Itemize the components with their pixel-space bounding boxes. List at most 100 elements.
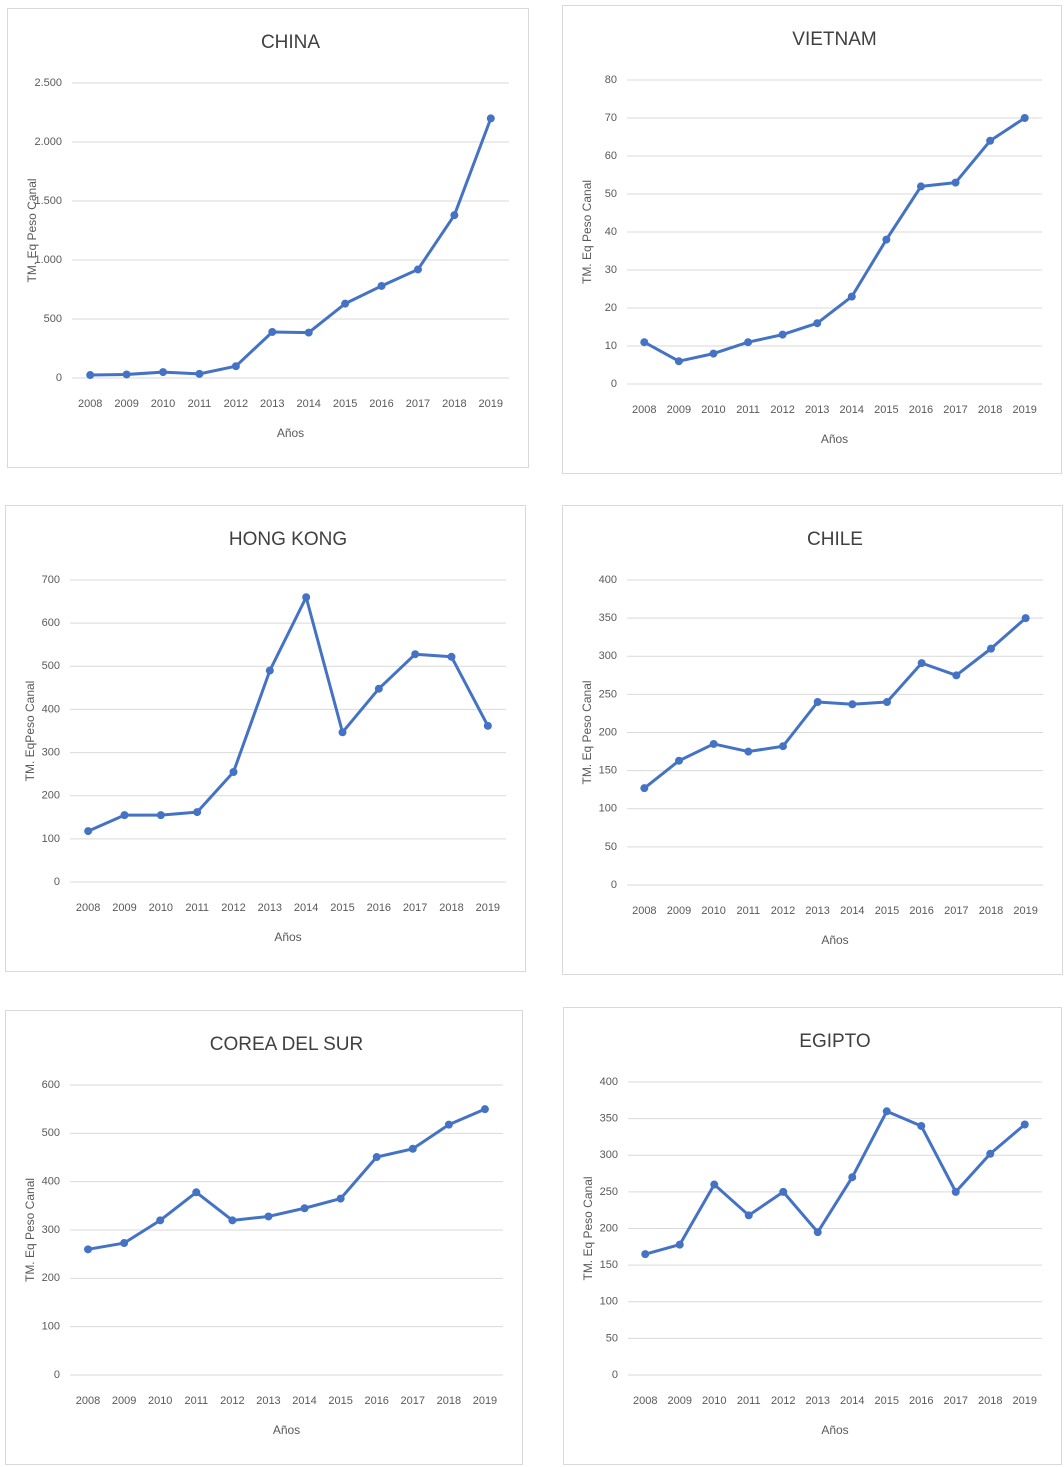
- chart-title: COREA DEL SUR: [210, 1034, 363, 1055]
- chart-title: EGIPTO: [799, 1031, 870, 1052]
- chart-panel: COREA DEL SUR 0 100 200 300 400 500 600 TM. Eq P…: [5, 1010, 523, 1465]
- x-tick-label: 2018: [978, 1395, 1002, 1407]
- chart-panel: CHILE 0 50 100 150 200 250 300 350 400 TM. Eq Peso…: [562, 505, 1063, 975]
- marker: [674, 357, 683, 366]
- y-tick-label: 50: [606, 1332, 618, 1344]
- x-tick-label: 2013: [258, 902, 282, 914]
- marker: [159, 368, 168, 377]
- marker: [84, 827, 93, 836]
- y-tick-label: 200: [600, 1222, 618, 1234]
- x-tick-label: 2013: [256, 1395, 280, 1407]
- y-tick-label: 400: [600, 1076, 618, 1088]
- y-axis-title: TM. EqPeso Canal: [23, 681, 37, 782]
- marker: [374, 684, 383, 693]
- marker: [84, 1245, 93, 1254]
- x-tick-label: 2009: [668, 1395, 692, 1407]
- y-tick-label: 80: [605, 74, 617, 86]
- y-tick-label: 30: [605, 264, 617, 276]
- marker: [408, 1144, 417, 1153]
- x-tick-label: 2014: [296, 398, 320, 410]
- x-tick-label: 2015: [328, 1395, 352, 1407]
- y-tick-label: 350: [600, 1113, 618, 1125]
- x-tick-label: 2011: [188, 398, 212, 410]
- marker: [447, 652, 456, 661]
- panel-border: [7, 8, 529, 468]
- marker: [480, 1105, 489, 1114]
- x-tick-label: 2019: [1013, 905, 1037, 917]
- marker: [641, 1250, 650, 1259]
- y-tick-label: 0: [56, 372, 62, 384]
- x-tick-label: 2014: [292, 1395, 316, 1407]
- marker: [411, 650, 420, 659]
- marker: [413, 265, 422, 274]
- x-tick-label: 2011: [737, 905, 761, 917]
- y-tick-label: 200: [42, 790, 60, 802]
- marker: [120, 811, 129, 820]
- x-tick-label: 2017: [944, 1395, 968, 1407]
- chart-title: HONG KONG: [229, 529, 347, 550]
- x-tick-label: 2016: [909, 905, 933, 917]
- x-tick-label: 2014: [840, 404, 864, 416]
- x-axis-title: Años: [277, 426, 304, 440]
- x-tick-label: 2009: [114, 398, 138, 410]
- x-tick-label: 2017: [944, 905, 968, 917]
- marker: [229, 767, 238, 776]
- y-tick-label: 400: [599, 574, 617, 586]
- y-tick-label: 100: [600, 1296, 618, 1308]
- x-tick-label: 2018: [439, 902, 463, 914]
- chart-title: CHILE: [807, 529, 863, 550]
- x-tick-label: 2018: [979, 905, 1003, 917]
- marker: [917, 1121, 926, 1130]
- line: [644, 1109, 1026, 1256]
- marker: [372, 1153, 381, 1162]
- marker: [192, 1188, 201, 1197]
- marker: [1020, 1120, 1029, 1129]
- marker: [265, 666, 274, 675]
- marker: [813, 698, 822, 706]
- x-tick-label: 2019: [473, 1395, 497, 1407]
- x-tick-label: 2016: [909, 1395, 933, 1407]
- marker: [710, 1180, 719, 1189]
- line: [643, 116, 1026, 363]
- chart-title: CHINA: [261, 32, 320, 53]
- marker: [1021, 614, 1030, 623]
- marker: [917, 659, 926, 668]
- x-tick-label: 2009: [667, 905, 691, 917]
- x-tick-label: 2012: [770, 404, 794, 416]
- y-tick-label: 1.000: [34, 254, 62, 266]
- x-tick-label: 2015: [875, 1395, 899, 1407]
- panel-border: [5, 505, 526, 972]
- marker: [444, 1120, 453, 1129]
- x-tick-label: 2008: [633, 1395, 657, 1407]
- marker: [709, 739, 718, 748]
- x-tick-label: 2008: [76, 1395, 100, 1407]
- y-tick-label: 0: [54, 876, 60, 888]
- x-tick-label: 2013: [805, 404, 829, 416]
- x-tick-label: 2016: [369, 398, 393, 410]
- x-tick-label: 2008: [78, 398, 102, 410]
- x-tick-label: 2012: [771, 1395, 795, 1407]
- chart-panel: VIETNAM 0 10 20 30 40 50 60 70 80 TM. Eq Peso Cana…: [562, 5, 1062, 474]
- x-axis-title: Años: [821, 432, 848, 446]
- marker: [709, 349, 718, 358]
- line: [87, 595, 490, 833]
- marker: [952, 671, 961, 680]
- y-tick-label: 350: [599, 612, 617, 624]
- x-tick-label: 2011: [736, 404, 760, 416]
- y-tick-label: 250: [600, 1186, 618, 1198]
- marker: [640, 784, 649, 793]
- x-tick-label: 2013: [806, 1395, 830, 1407]
- x-tick-label: 2015: [874, 404, 898, 416]
- marker: [1020, 114, 1029, 122]
- marker: [156, 811, 165, 820]
- y-tick-label: 150: [600, 1259, 618, 1271]
- marker: [264, 1212, 273, 1221]
- y-tick-label: 500: [42, 660, 60, 672]
- x-axis-title: Años: [821, 1423, 848, 1437]
- panel-border: [5, 1010, 523, 1465]
- y-tick-label: 300: [599, 650, 617, 662]
- x-tick-label: 2012: [221, 902, 245, 914]
- y-tick-label: 200: [42, 1272, 60, 1284]
- marker: [744, 747, 753, 756]
- panel-border: [562, 505, 1063, 975]
